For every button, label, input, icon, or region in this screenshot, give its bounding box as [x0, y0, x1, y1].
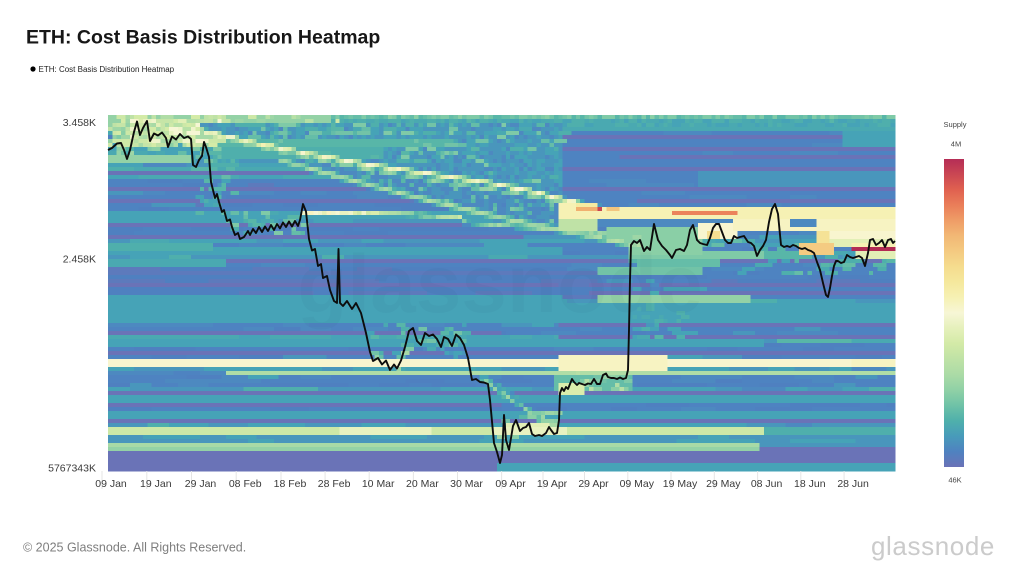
svg-text:3.458K: 3.458K — [63, 117, 96, 129]
svg-text:19 Jan: 19 Jan — [140, 478, 172, 490]
svg-text:ETH: Cost Basis Distribution H: ETH: Cost Basis Distribution Heatmap — [26, 27, 380, 49]
svg-text:10 Mar: 10 Mar — [362, 478, 395, 490]
svg-text:2.458K: 2.458K — [63, 254, 96, 266]
svg-text:30 Mar: 30 Mar — [450, 478, 483, 490]
svg-text:Supply: Supply — [944, 120, 967, 129]
svg-text:18 Feb: 18 Feb — [274, 478, 307, 490]
svg-text:28 Jun: 28 Jun — [837, 478, 869, 490]
svg-text:18 Jun: 18 Jun — [794, 478, 826, 490]
svg-text:46K: 46K — [948, 476, 961, 485]
svg-text:29 May: 29 May — [706, 478, 741, 490]
svg-text:09 Jan: 09 Jan — [95, 478, 127, 490]
svg-text:4M: 4M — [951, 140, 961, 149]
svg-text:09 Apr: 09 Apr — [495, 478, 526, 490]
svg-text:19 Apr: 19 Apr — [537, 478, 568, 490]
svg-text:29 Apr: 29 Apr — [578, 478, 609, 490]
svg-text:glassnode: glassnode — [297, 239, 703, 330]
svg-text:29 Jan: 29 Jan — [185, 478, 217, 490]
svg-text:08 Jun: 08 Jun — [751, 478, 783, 490]
svg-text:© 2025 Glassnode. All Rights R: © 2025 Glassnode. All Rights Reserved. — [23, 541, 246, 555]
svg-text:5767343K: 5767343K — [48, 463, 96, 475]
svg-text:20 Mar: 20 Mar — [406, 478, 439, 490]
svg-text:28 Feb: 28 Feb — [318, 478, 351, 490]
svg-text:ETH: Cost Basis Distribution H: ETH: Cost Basis Distribution Heatmap — [39, 65, 175, 74]
svg-text:08 Feb: 08 Feb — [229, 478, 262, 490]
svg-text:glassnode: glassnode — [871, 531, 995, 561]
svg-text:09 May: 09 May — [620, 478, 655, 490]
svg-text:19 May: 19 May — [663, 478, 698, 490]
